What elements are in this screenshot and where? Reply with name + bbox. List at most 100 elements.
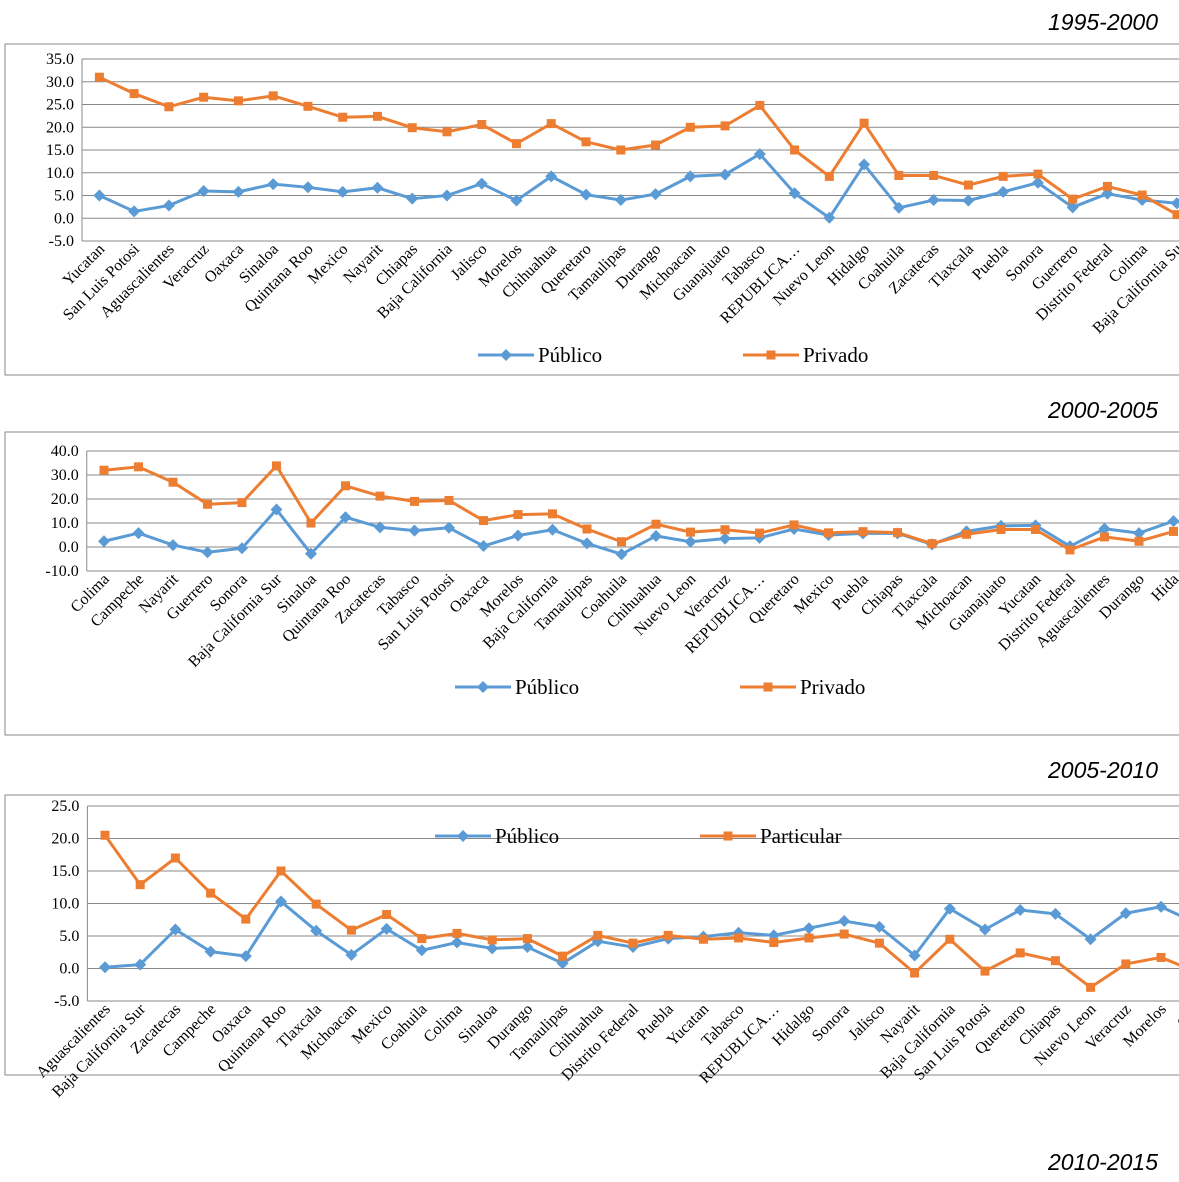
marker: [270, 503, 283, 516]
marker: [546, 119, 556, 129]
marker: [241, 914, 251, 924]
marker: [1086, 982, 1096, 992]
marker: [310, 924, 323, 937]
marker: [500, 349, 512, 361]
marker: [345, 948, 358, 961]
marker: [545, 170, 558, 183]
marker: [927, 539, 937, 549]
marker: [963, 180, 973, 190]
marker: [998, 171, 1008, 181]
marker: [650, 529, 662, 542]
section-title: 2010-2015: [1047, 1149, 1158, 1175]
legend-label: Particular: [760, 824, 842, 848]
marker: [417, 934, 427, 944]
marker: [236, 542, 248, 555]
marker: [197, 184, 210, 197]
marker: [1068, 194, 1078, 204]
marker: [487, 935, 497, 945]
marker: [1172, 210, 1179, 220]
marker: [306, 518, 316, 528]
marker: [457, 830, 469, 842]
legend-label: Privado: [800, 675, 865, 699]
marker: [858, 527, 868, 537]
marker: [873, 920, 886, 933]
y-tick-label: 30.0: [46, 74, 74, 91]
marker: [237, 498, 247, 508]
x-tick-label: Sonora: [809, 1001, 853, 1045]
marker: [169, 923, 182, 936]
y-tick-label: 10.0: [51, 896, 79, 913]
marker: [628, 938, 638, 948]
marker: [415, 944, 428, 957]
marker: [824, 171, 834, 181]
marker: [581, 537, 593, 550]
chart-title: 2005-2010: [1047, 757, 1158, 783]
y-tick-label: 15.0: [51, 863, 79, 880]
x-tick-label: Gue: [1174, 1001, 1179, 1032]
marker: [1049, 907, 1062, 920]
marker: [371, 181, 384, 194]
marker: [582, 524, 592, 534]
y-tick-label: 25.0: [51, 798, 79, 815]
marker: [1100, 532, 1109, 542]
marker: [301, 181, 314, 194]
marker: [719, 168, 732, 181]
chart-frame: [4, 431, 1179, 736]
marker: [910, 968, 920, 978]
marker: [204, 945, 217, 958]
marker: [93, 189, 106, 202]
y-tick-label: 10.0: [51, 515, 79, 532]
series-line: [103, 508, 1174, 556]
marker: [1066, 201, 1079, 214]
marker: [341, 481, 350, 491]
marker: [803, 922, 815, 935]
marker: [788, 187, 801, 200]
marker: [479, 516, 488, 526]
legend-label: Público: [495, 824, 559, 848]
marker: [522, 934, 532, 944]
y-tick-label: 0.0: [59, 539, 79, 556]
marker: [651, 519, 661, 529]
marker: [170, 853, 180, 863]
marker: [477, 120, 487, 130]
marker: [164, 102, 174, 112]
series-line: [103, 834, 1179, 989]
marker: [824, 528, 833, 538]
marker: [303, 101, 313, 111]
marker: [615, 548, 628, 561]
marker: [558, 951, 568, 961]
y-tick-label: -5.0: [49, 233, 74, 250]
marker: [305, 547, 317, 560]
marker: [755, 100, 765, 110]
marker: [755, 528, 764, 538]
marker: [684, 535, 697, 548]
marker: [804, 933, 814, 943]
marker: [406, 192, 419, 205]
marker: [168, 477, 178, 487]
marker: [962, 194, 975, 207]
marker: [945, 934, 955, 944]
marker: [201, 546, 214, 559]
marker: [162, 199, 175, 212]
marker: [1102, 181, 1112, 191]
marker: [1119, 907, 1132, 920]
marker: [267, 178, 280, 191]
marker: [134, 462, 143, 472]
marker: [614, 194, 627, 207]
legend-label: Público: [538, 343, 602, 367]
marker: [1033, 169, 1043, 179]
y-tick-label: 15.0: [46, 142, 74, 159]
marker: [962, 529, 971, 539]
marker: [440, 189, 453, 202]
y-tick-label: 40.0: [51, 443, 79, 460]
y-tick-label: 20.0: [51, 831, 79, 848]
series-line: [98, 152, 1179, 220]
marker: [338, 112, 348, 122]
y-tick-label: 35.0: [46, 51, 74, 68]
marker: [1065, 545, 1075, 555]
marker: [1167, 515, 1179, 528]
marker: [99, 465, 109, 475]
marker: [1134, 536, 1144, 546]
marker: [521, 941, 534, 954]
y-tick-label: 30.0: [51, 467, 79, 484]
